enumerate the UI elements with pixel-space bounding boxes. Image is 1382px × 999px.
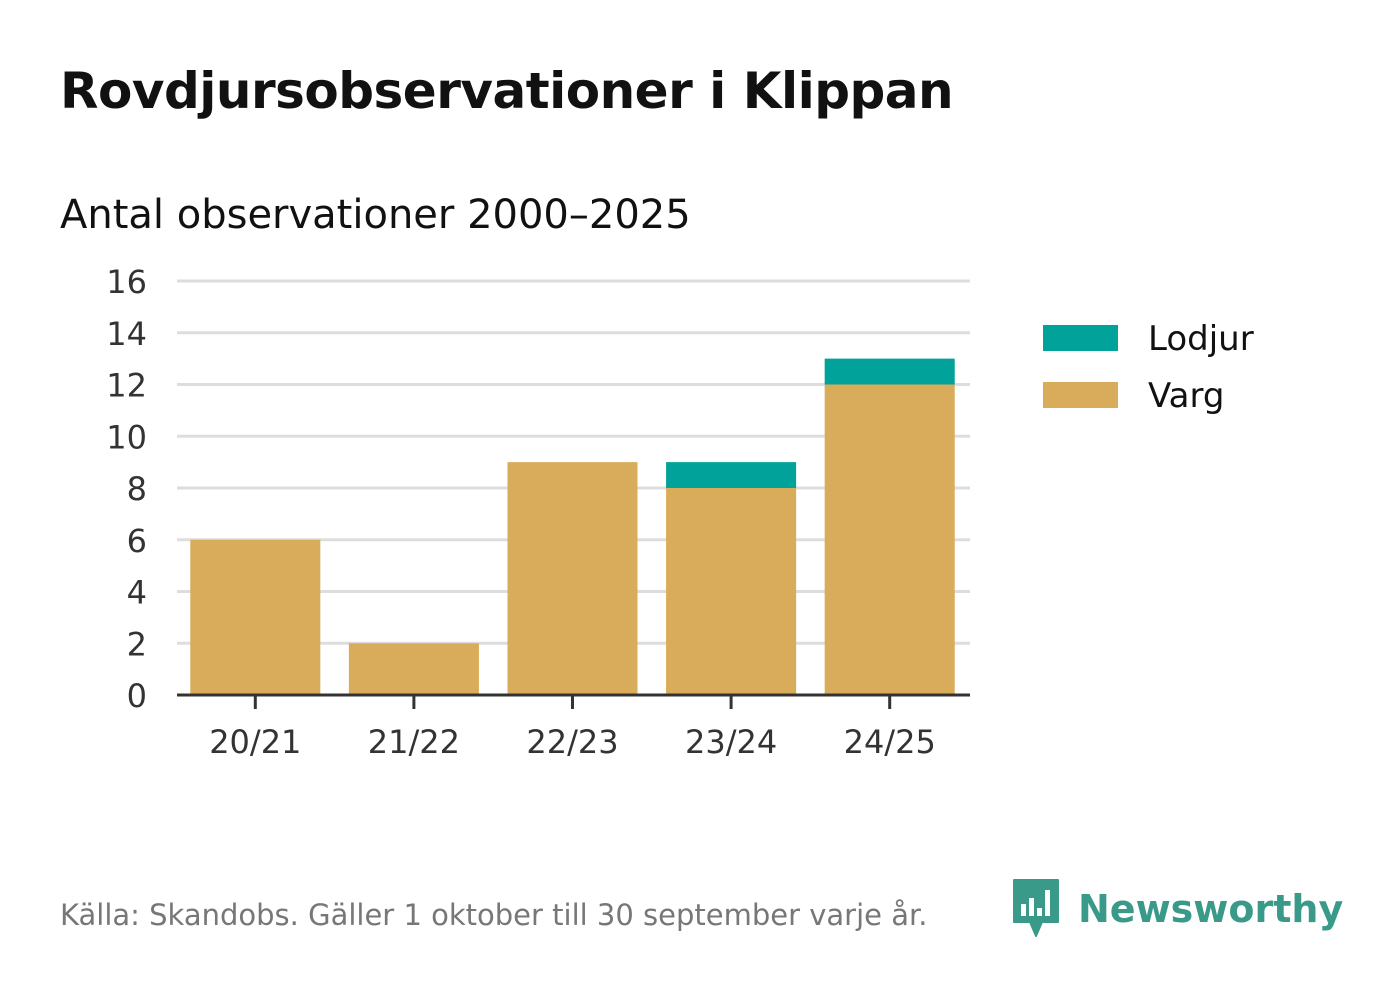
- y-tick-label: 10: [106, 418, 147, 456]
- legend: Lodjur Varg: [1043, 319, 1254, 416]
- bars: [190, 358, 955, 695]
- chart-subtitle: Antal observationer 2000–2025: [60, 192, 691, 238]
- source-note: Källa: Skandobs. Gäller 1 oktober till 3…: [60, 898, 928, 932]
- legend-swatch-lodjur: [1043, 325, 1118, 351]
- newsworthy-icon: [1013, 879, 1059, 937]
- x-tick-label: 21/22: [368, 723, 460, 761]
- bar-lodjur-23-24: [666, 462, 797, 488]
- bar-varg-24-25: [824, 384, 955, 695]
- axes: 0 2 4 6 8 10 12 14 16 20/21 21/22 22/23 23/24 24/25: [106, 263, 970, 761]
- legend-label-varg: Varg: [1148, 376, 1224, 416]
- y-tick-label: 8: [127, 470, 147, 508]
- brand-name: Newsworthy: [1078, 887, 1344, 931]
- bar-varg-20-21: [190, 539, 321, 695]
- bar-varg-23-24: [666, 488, 797, 695]
- y-tick-label: 16: [106, 263, 147, 301]
- x-tick-label: 24/25: [844, 723, 936, 761]
- chart-title: Rovdjursobservationer i Klippan: [60, 62, 954, 120]
- bar-varg-21-22: [348, 643, 479, 695]
- bar-lodjur-24-25: [824, 358, 955, 385]
- y-tick-label: 6: [127, 522, 147, 560]
- y-tick-label: 12: [106, 367, 147, 405]
- y-tick-label: 4: [127, 574, 147, 612]
- x-tick-label: 20/21: [209, 723, 301, 761]
- y-tick-label: 14: [106, 315, 147, 353]
- legend-label-lodjur: Lodjur: [1148, 319, 1254, 359]
- bar-varg-22-23: [507, 462, 638, 695]
- x-tick-label: 22/23: [526, 723, 618, 761]
- x-tick-label: 23/24: [685, 723, 777, 761]
- y-tick-label: 2: [127, 625, 147, 663]
- legend-swatch-varg: [1043, 382, 1118, 408]
- newsworthy-logo: Newsworthy: [1010, 878, 1343, 940]
- y-tick-label: 0: [127, 677, 147, 715]
